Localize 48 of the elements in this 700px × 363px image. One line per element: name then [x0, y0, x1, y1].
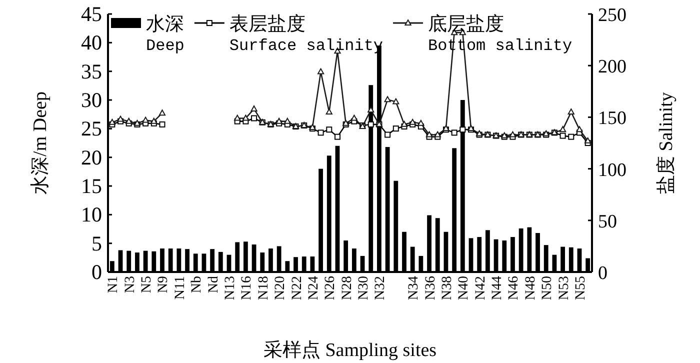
y-tick-label: 20 [81, 145, 102, 170]
y-tick-label: 5 [92, 231, 102, 256]
x-tick-label: N20 [273, 276, 288, 300]
x-tick-label: N55 [573, 276, 588, 300]
x-tick-label: N50 [540, 276, 556, 300]
x-tick-label: N5 [140, 276, 155, 294]
y2-tick-label: 200 [598, 56, 626, 78]
y-tick-label: 15 [81, 174, 102, 198]
y-tick-label: 10 [81, 202, 102, 227]
y-tick-label: 40 [81, 30, 102, 55]
x-tick-label: N3 [122, 276, 138, 294]
x-tick-label: Nb [190, 276, 205, 294]
x-tick-label: N18 [256, 276, 272, 300]
y2-axis-title: 盐度 Salinity [655, 92, 677, 194]
x-tick-label: N24 [306, 276, 322, 300]
y-tick-label: 30 [81, 88, 102, 112]
x-tick-label: N38 [440, 276, 455, 300]
x-tick-label: N40 [456, 276, 472, 300]
legend-label: 水深 Deep [146, 14, 184, 55]
x-tick-label: N48 [523, 276, 538, 300]
x-tick-label: N28 [340, 276, 355, 300]
x-tick-label: N1 [106, 276, 122, 294]
y2-tick-label: 150 [598, 108, 626, 130]
x-tick-label: N9 [156, 276, 172, 294]
x-tick-label: N26 [323, 276, 338, 300]
y-tick-label: 35 [81, 59, 102, 84]
x-tick-label: N16 [240, 276, 255, 300]
y-tick-label: 25 [81, 116, 102, 141]
y2-tick-label: 50 [598, 211, 617, 232]
x-tick-label: N53 [556, 276, 572, 300]
x-tick-label: N22 [290, 276, 305, 300]
x-tick-label: N44 [490, 276, 506, 300]
x-tick-label: N32 [373, 276, 388, 300]
y-axis-title: 水深/m Deep [30, 92, 51, 194]
x-tick-label: N13 [223, 276, 238, 300]
x-tick-label: N42 [473, 276, 488, 300]
y2-tick-label: 250 [598, 5, 626, 26]
y-tick-label: 0 [92, 260, 102, 284]
x-axis-title: 采样点 Sampling sites [263, 340, 437, 361]
x-tick-label: N46 [506, 276, 522, 300]
y2-tick-label: 0 [598, 263, 608, 284]
x-tick-label: N34 [406, 276, 422, 300]
x-tick-label: N36 [423, 276, 438, 300]
x-tick-label: Nd [206, 276, 222, 294]
x-tick-label: N11 [172, 276, 188, 300]
y-tick-label: 45 [81, 2, 102, 26]
y2-tick-label: 100 [598, 160, 626, 181]
x-tick-label: N30 [356, 276, 372, 300]
